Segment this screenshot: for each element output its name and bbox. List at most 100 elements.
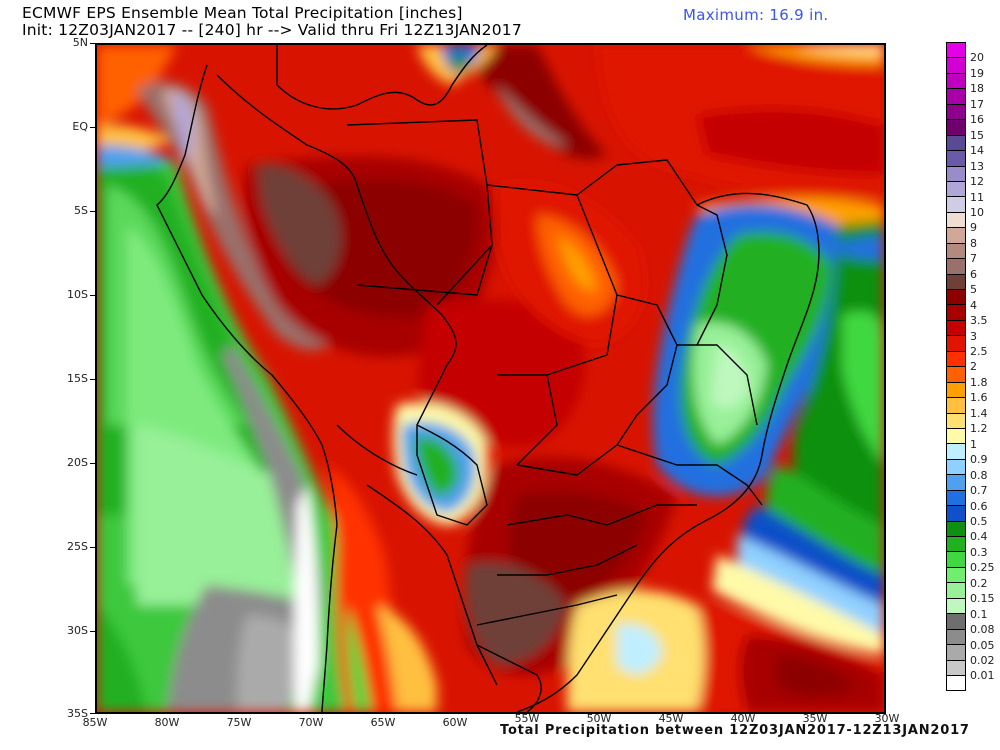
lat-tick — [90, 295, 95, 296]
colorbar-swatch — [946, 381, 966, 399]
colorbar-swatch — [946, 273, 966, 290]
colorbar-swatch — [946, 582, 966, 599]
colorbar-swatch — [946, 304, 966, 321]
lat-tick — [90, 43, 95, 44]
colorbar-label: 0.05 — [970, 638, 995, 652]
colorbar-swatch — [946, 289, 966, 306]
lon-label-85w: 85W — [82, 716, 108, 729]
colorbar-swatch — [946, 474, 966, 491]
maximum-value: Maximum: 16.9 in. — [683, 6, 829, 24]
colorbar-label: 14 — [970, 144, 984, 158]
colorbar-label: 1 — [970, 437, 977, 451]
colorbar-swatch — [946, 119, 966, 136]
colorbar-label: 1.8 — [970, 375, 988, 389]
colorbar-label: 0.6 — [970, 499, 988, 513]
colorbar-label: 6 — [970, 267, 977, 281]
colorbar-label: 17 — [970, 97, 984, 111]
chart-title: ECMWF EPS Ensemble Mean Total Precipitat… — [22, 4, 463, 22]
colorbar-label: 0.3 — [970, 545, 988, 559]
lon-label-40w: 40W — [730, 712, 756, 725]
colorbar-label: 20 — [970, 51, 984, 65]
colorbar-label: 0.15 — [970, 592, 995, 606]
colorbar-swatch — [946, 628, 966, 646]
colorbar-swatch — [946, 458, 966, 476]
colorbar-label: 1.6 — [970, 391, 988, 405]
colorbar-label: 15 — [970, 128, 984, 142]
colorbar-label: 10 — [970, 205, 984, 219]
colorbar-swatch — [946, 505, 966, 522]
colorbar-swatch — [946, 211, 966, 229]
colorbar-label: 7 — [970, 252, 977, 266]
colorbar-label: 3.5 — [970, 314, 988, 328]
colorbar-label: 13 — [970, 159, 984, 173]
lon-label-80w: 80W — [154, 716, 180, 729]
lon-label-60w: 60W — [442, 716, 468, 729]
colorbar-swatch — [946, 72, 966, 90]
lat-tick — [90, 547, 95, 548]
colorbar-label: 0.01 — [970, 669, 995, 683]
lon-label-75w: 75W — [226, 716, 252, 729]
lat-tick — [90, 713, 95, 714]
lat-tick — [90, 127, 95, 128]
lon-label-45w: 45W — [658, 712, 684, 725]
colorbar-swatch — [946, 258, 966, 275]
colorbar-label: 0.02 — [970, 654, 995, 667]
colorbar-label: 4 — [970, 298, 977, 312]
colorbar-label: 0.7 — [970, 484, 988, 498]
colorbar-label: 3 — [970, 329, 977, 343]
colorbar-swatch — [946, 103, 966, 121]
colorbar-swatch — [946, 536, 966, 553]
colorbar-label: 18 — [970, 82, 984, 96]
colorbar-legend — [946, 42, 966, 692]
colorbar-swatch — [946, 520, 966, 537]
colorbar-swatch — [946, 397, 966, 414]
colorbar-swatch — [946, 597, 966, 615]
colorbar-label: 0.4 — [970, 530, 988, 544]
colorbar-label: 0.25 — [970, 561, 995, 575]
colorbar-swatch — [946, 674, 966, 692]
lat-label-15s: 15S — [67, 372, 88, 385]
lon-label-55w: 55W — [514, 712, 540, 725]
init-valid-time: Init: 12Z03JAN2017 -- [240] hr --> Valid… — [22, 21, 522, 39]
colorbar-swatch — [946, 165, 966, 182]
colorbar-swatch — [946, 644, 966, 661]
footer-caption: Total Precipitation between 12Z03JAN2017… — [500, 723, 970, 738]
colorbar-label: 1.4 — [970, 406, 988, 420]
colorbar-label: 0.9 — [970, 453, 988, 467]
colorbar-label: 9 — [970, 221, 977, 235]
lon-label-65w: 65W — [370, 716, 396, 729]
colorbar-swatch — [946, 196, 966, 213]
colorbar-label: 2 — [970, 360, 977, 374]
lon-label-70w: 70W — [298, 716, 324, 729]
lon-label-30w: 30W — [874, 712, 900, 725]
colorbar-swatch — [946, 659, 966, 676]
colorbar-swatch — [946, 227, 966, 244]
colorbar-swatch — [946, 489, 966, 507]
colorbar-swatch — [946, 180, 966, 198]
colorbar-label: 19 — [970, 66, 984, 80]
colorbar-label: 8 — [970, 236, 977, 250]
lat-label-30s: 30S — [67, 624, 88, 637]
colorbar-label: 0.08 — [970, 623, 995, 637]
lon-label-50w: 50W — [586, 712, 612, 725]
colorbar-swatch — [946, 566, 966, 584]
colorbar-swatch — [946, 319, 966, 337]
lat-label-5n: 5N — [72, 36, 88, 49]
colorbar-swatch — [946, 443, 966, 460]
lat-label-25s: 25S — [67, 540, 88, 553]
colorbar-label: 0.5 — [970, 514, 988, 528]
precipitation-map — [95, 43, 886, 714]
colorbar-label: 0.1 — [970, 607, 988, 621]
lat-label-35s: 35S — [67, 707, 88, 720]
colorbar-swatch — [946, 42, 966, 59]
colorbar-label: 0.2 — [970, 576, 988, 590]
colorbar-label: 5 — [970, 283, 977, 297]
lat-label-20s: 20S — [67, 456, 88, 469]
lat-tick — [90, 631, 95, 632]
colorbar-label: 16 — [970, 113, 984, 127]
colorbar-swatch — [946, 242, 966, 260]
colorbar-label: 0.8 — [970, 468, 988, 482]
lon-label-35w: 35W — [802, 712, 828, 725]
colorbar-swatch — [946, 134, 966, 152]
colorbar-swatch — [946, 57, 966, 74]
